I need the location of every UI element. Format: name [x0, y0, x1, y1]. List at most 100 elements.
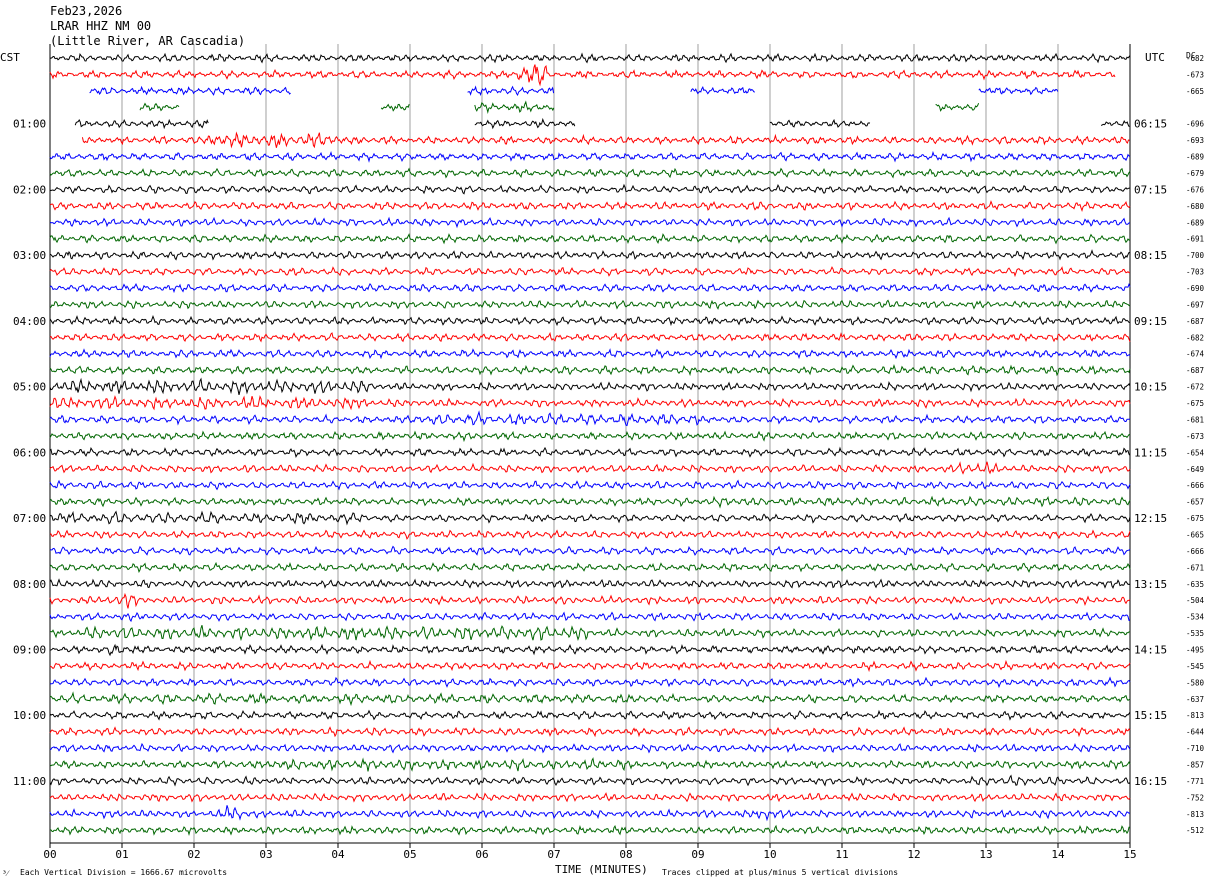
dc-offset-value: -691 — [1186, 235, 1204, 244]
dc-offset-value: -534 — [1186, 613, 1205, 622]
dc-offset-value: -680 — [1186, 202, 1205, 211]
seismic-trace-green — [49, 363, 1131, 377]
x-axis-title: TIME (MINUTES) — [555, 863, 648, 876]
dc-offset-value: -710 — [1186, 744, 1205, 753]
dc-offset-value: -687 — [1186, 317, 1204, 326]
seismic-trace-blue — [49, 545, 1131, 556]
seismic-trace-red — [49, 792, 1131, 803]
utc-hour-label: 15:15 — [1134, 709, 1167, 722]
x-tick-label: 04 — [331, 848, 345, 861]
utc-hour-label: 08:15 — [1134, 249, 1167, 262]
utc-hour-label: 14:15 — [1134, 643, 1167, 656]
seismic-trace-black — [49, 643, 1131, 657]
dc-offset-value: -676 — [1186, 185, 1205, 194]
dc-offset-value: -504 — [1186, 596, 1205, 605]
seismic-trace-blue — [49, 348, 1131, 360]
plot-date: Feb23,2026 — [50, 4, 123, 18]
x-tick-label: 02 — [187, 848, 200, 861]
dc-offset-value: -666 — [1186, 481, 1205, 490]
dc-offset-value: -752 — [1186, 793, 1204, 802]
cst-hour-label: 07:00 — [13, 512, 46, 525]
seismic-trace-green — [50, 625, 1131, 642]
seismic-trace-blue — [49, 282, 1131, 294]
cst-hour-label: 06:00 — [13, 446, 46, 459]
seismic-trace-red — [81, 131, 1130, 149]
seismic-trace-blue — [49, 216, 1131, 229]
utc-hour-label: 12:15 — [1134, 512, 1167, 525]
dc-offset-value: -495 — [1186, 645, 1204, 654]
seismic-trace-blue — [49, 676, 1131, 689]
dc-offset-value: -813 — [1186, 810, 1204, 819]
dc-offset-value: -700 — [1186, 251, 1205, 260]
dc-offset-value: -682 — [1186, 54, 1204, 63]
seismic-trace-red — [49, 659, 1131, 673]
cst-hour-label: 04:00 — [13, 315, 46, 328]
seismic-trace-green — [49, 691, 1131, 707]
dc-offset-value: -693 — [1186, 136, 1204, 145]
seismic-trace-black — [1100, 119, 1130, 127]
seismic-trace-black — [49, 377, 1131, 396]
x-tick-label: 14 — [1051, 848, 1065, 861]
dc-offset-value: -682 — [1186, 333, 1204, 342]
corner-mark: ³⁄ — [2, 869, 9, 878]
cst-hour-label: 02:00 — [13, 183, 46, 196]
seismic-trace-blue — [49, 410, 1131, 427]
dc-offset-value: -690 — [1186, 284, 1205, 293]
seismic-trace-red — [49, 592, 1131, 609]
x-tick-label: 08 — [619, 848, 632, 861]
seismic-trace-blue — [49, 611, 1131, 623]
right-timezone-label: UTC — [1145, 51, 1165, 64]
x-tick-label: 09 — [691, 848, 704, 861]
scale-note: Each Vertical Division = 1666.67 microvo… — [20, 868, 228, 877]
x-tick-label: 13 — [979, 848, 992, 861]
seismic-trace-green — [49, 561, 1131, 573]
seismic-trace-black — [49, 249, 1131, 261]
dc-offset-value: -545 — [1186, 662, 1204, 671]
seismic-trace-black — [769, 118, 871, 128]
dc-offset-value: -657 — [1186, 498, 1204, 507]
seismic-trace-red — [49, 64, 1116, 87]
utc-hour-label: 10:15 — [1134, 381, 1167, 394]
cst-hour-label: 01:00 — [13, 118, 46, 131]
seismic-trace-black — [49, 510, 1131, 526]
dc-offset-value: -649 — [1186, 465, 1204, 474]
x-tick-label: 03 — [259, 848, 272, 861]
cst-hour-label: 05:00 — [13, 381, 46, 394]
left-timezone-label: CST — [0, 51, 20, 64]
dc-offset-value: -535 — [1186, 629, 1204, 638]
seismic-trace-black — [49, 183, 1130, 195]
seismic-trace-black — [74, 118, 209, 130]
dc-offset-value: -665 — [1186, 530, 1204, 539]
x-tick-label: 05 — [403, 848, 416, 861]
seismic-trace-green — [49, 233, 1131, 245]
x-tick-label: 11 — [835, 848, 848, 861]
seismic-trace-green — [139, 102, 180, 112]
dc-offset-value: -654 — [1186, 448, 1205, 457]
seismic-trace-green — [49, 495, 1131, 509]
dc-offset-value: -689 — [1186, 153, 1204, 162]
seismic-trace-green — [49, 757, 1131, 772]
seismic-trace-green — [380, 103, 410, 112]
dc-offset-value: -644 — [1186, 728, 1205, 737]
cst-hour-label: 03:00 — [13, 249, 46, 262]
seismic-trace-blue — [467, 85, 555, 97]
dc-offset-value: -665 — [1186, 87, 1204, 96]
dc-offset-value: -703 — [1186, 268, 1204, 277]
dc-offset-value: -689 — [1186, 218, 1204, 227]
cst-hour-label: 10:00 — [13, 709, 46, 722]
seismic-trace-black — [49, 774, 1131, 787]
cst-hour-label: 09:00 — [13, 643, 46, 656]
seismic-trace-red — [49, 461, 1131, 475]
dc-offset-value: -637 — [1186, 695, 1204, 704]
seismic-trace-blue — [978, 86, 1059, 96]
seismic-trace-red — [49, 331, 1131, 343]
x-tick-label: 15 — [1123, 848, 1136, 861]
cst-hour-label: 08:00 — [13, 578, 46, 591]
cst-hour-label: 11:00 — [13, 775, 46, 788]
seismic-trace-black — [49, 709, 1131, 721]
x-tick-label: 12 — [907, 848, 920, 861]
utc-hour-label: 11:15 — [1134, 446, 1167, 459]
dc-offset-value: -635 — [1186, 580, 1204, 589]
station-code: LRAR HHZ NM 00 — [50, 19, 152, 33]
